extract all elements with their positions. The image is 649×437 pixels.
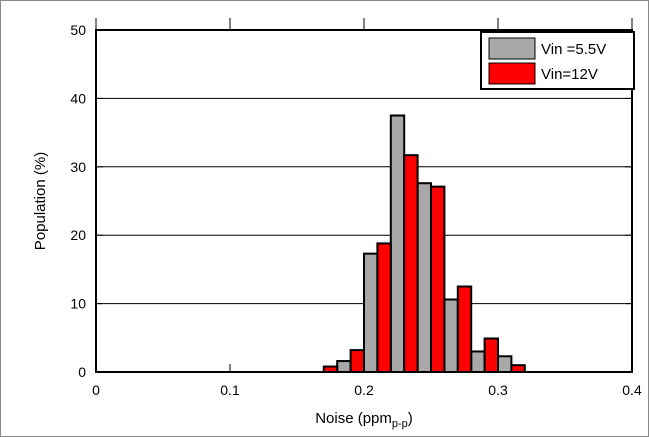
legend: Vin =5.5V Vin=12V [480,31,635,90]
y-tick-label: 50 [70,22,86,38]
bar-series-0-1 [363,252,379,373]
x-axis-title-suffix: ) [408,410,413,427]
bar-series-0-0 [336,360,352,373]
bar-series-1-7 [510,364,526,374]
y-tick-label: 10 [70,296,86,312]
bar-series-1-5 [456,285,473,373]
y-tick-labels: 0 10 20 30 40 50 [70,22,86,380]
y-axis-title: Population (%) [32,152,49,250]
bar-series-0-5 [470,350,486,374]
y-tick-label: 40 [70,90,86,106]
x-axis-title-main: Noise (ppm [315,410,392,427]
x-tick-label: 0 [92,382,100,398]
x-tick-label: 0.1 [220,382,240,398]
x-tick-label: 0.2 [354,382,374,398]
x-tick-label: 0.4 [622,382,642,398]
bar-series-1-6 [483,337,500,374]
y-tick-label: 0 [78,364,86,380]
bar-series-1-2 [376,242,392,373]
x-tick-labels: 0 0.1 0.2 0.3 0.4 [92,382,642,398]
x-axis-title-subscript: p-p [392,418,408,430]
legend-swatch-vin-5-5v [488,37,536,60]
bar-series-1-1 [349,349,366,373]
y-tick-label: 20 [70,227,86,243]
bar-series-0-2 [389,114,406,373]
bar-series-0-4 [443,298,459,373]
bar-series-0-6 [497,355,513,374]
legend-label-vin-5-5v: Vin =5.5V [541,41,606,58]
bars [322,114,526,374]
x-tick-label: 0.3 [488,382,508,398]
y-tick-label: 30 [70,159,86,175]
bar-series-1-3 [403,154,419,373]
axis-ticks [95,18,633,373]
legend-label-vin-12v: Vin=12V [541,66,598,83]
x-axis-title: Noise (ppmp-p) [315,410,413,430]
bar-series-1-4 [430,185,446,373]
bar-series-0-3 [416,182,433,373]
legend-swatch-vin-12v [488,62,536,85]
